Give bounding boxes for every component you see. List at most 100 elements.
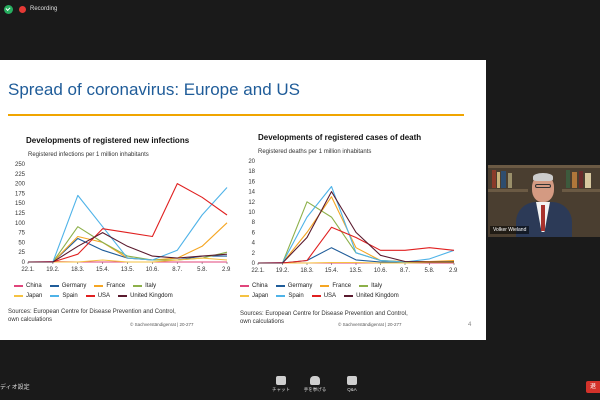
infections-panel-title: Developments of registered new infection… (26, 136, 190, 145)
person-face (532, 175, 554, 202)
leave-button[interactable]: 退 (586, 381, 600, 393)
security-shield-icon[interactable] (4, 4, 13, 14)
legend-label: China (26, 283, 42, 289)
legend-item: France (320, 283, 351, 289)
x-tick-label: 8.7. (172, 267, 182, 273)
legend-swatch (240, 295, 249, 297)
series-line-japan (28, 257, 228, 263)
y-tick-label: 2 (252, 251, 256, 257)
legend-item: Italy (359, 283, 382, 289)
y-tick-label: 50 (18, 240, 25, 246)
infections-sources: Sources: European Centre for Disease Pre… (8, 309, 176, 323)
y-tick-label: 0 (252, 261, 256, 267)
y-tick-label: 14 (248, 190, 255, 196)
legend-item: France (94, 283, 125, 289)
legend-item: Spain (50, 293, 78, 299)
x-tick-label: 5.8. (424, 268, 434, 274)
slide-title: Spread of coronavirus: Europe and US (8, 80, 301, 99)
x-tick-label: 18.3. (71, 267, 85, 273)
y-tick-label: 250 (15, 162, 26, 168)
legend-label: United Kingdom (356, 293, 399, 299)
y-tick-label: 10 (248, 210, 255, 216)
x-tick-label: 22.1. (21, 267, 35, 273)
y-tick-label: 12 (248, 200, 255, 206)
y-tick-label: 0 (22, 260, 26, 266)
page-number: 4 (468, 322, 472, 328)
legend-swatch (49, 285, 59, 287)
series-line-usa (28, 183, 228, 263)
legend-label: Italy (371, 283, 383, 289)
x-tick-label: 22.1. (251, 268, 265, 274)
legend-swatch (320, 285, 330, 287)
legend-label: France (332, 283, 352, 289)
legend-item: United Kingdom (344, 293, 399, 299)
legend-item: Japan (14, 293, 42, 299)
legend-swatch (14, 295, 23, 297)
y-tick-label: 18 (248, 169, 255, 175)
legend-swatch (276, 295, 286, 297)
legend-label: United Kingdom (130, 293, 173, 299)
y-tick-label: 16 (248, 179, 255, 185)
recording-label: Recording (30, 6, 58, 12)
deaths-panel-title: Developments of registered cases of deat… (258, 133, 422, 142)
y-tick-label: 100 (15, 221, 26, 227)
y-tick-label: 225 (15, 172, 26, 178)
title-divider (8, 114, 464, 116)
series-line-spain (258, 185, 455, 264)
legend-item: Italy (133, 283, 156, 289)
raise-hand-button[interactable]: 手を挙げる (300, 376, 330, 393)
x-tick-label: 13.5. (121, 267, 135, 273)
qa-button[interactable]: Q&A (337, 376, 367, 392)
chat-button[interactable]: チャット (266, 376, 296, 393)
legend-row: China Germany France Italy (240, 283, 399, 289)
legend-label: Italy (145, 283, 157, 289)
legend-item: Japan (240, 293, 268, 299)
y-tick-label: 20 (248, 159, 255, 165)
legend-swatch (344, 295, 354, 297)
series-line-japan (258, 261, 454, 264)
legend-swatch (94, 285, 104, 287)
series-line-usa (258, 226, 455, 264)
meeting-toolbar: ディオ設定 チャット 手を挙げる Q&A 退 (0, 375, 600, 400)
legend-swatch (14, 285, 23, 287)
legend-item: USA (85, 293, 110, 299)
participant-video[interactable]: Volker Wieland (488, 165, 600, 237)
legend-label: Germany (61, 283, 87, 289)
y-tick-label: 175 (15, 191, 26, 197)
audio-settings-label[interactable]: ディオ設定 (0, 385, 30, 391)
y-tick-label: 150 (15, 201, 26, 207)
infections-chart: 0 25 50 75 100 125 150 175 200 225 250 22.1. 19.2. 18… (15, 162, 231, 273)
legend-swatch (275, 285, 285, 287)
participant-name: Volker Wieland (490, 226, 530, 234)
legend-item: Germany (275, 283, 312, 289)
series-line-united-kingdom (258, 191, 454, 264)
deaths-credit: © Sachverständigenrat | 20-277 (338, 322, 402, 327)
legend-item: Germany (49, 283, 87, 289)
legend-label: France (106, 283, 126, 289)
x-tick-label: 13.5. (349, 268, 363, 274)
raise-hand-icon (310, 376, 320, 385)
legend-swatch (85, 295, 95, 297)
x-tick-label: 8.7. (400, 268, 410, 274)
y-tick-label: 6 (252, 230, 256, 236)
legend-item: Spain (276, 293, 304, 299)
x-tick-label: 5.8. (197, 267, 207, 273)
legend-swatch (240, 285, 249, 287)
y-tick-label: 8 (252, 220, 256, 226)
legend-label: Spain (62, 293, 78, 299)
deaths-sources: Sources: European Centre for Disease Pre… (240, 311, 408, 325)
y-tick-label: 75 (18, 231, 25, 237)
recording-bar: Recording (0, 0, 600, 18)
chat-icon (276, 376, 286, 385)
legend-row: Japan Spain USA United Kingdom (240, 293, 399, 299)
y-tick-label: 200 (15, 182, 26, 188)
legend-swatch (359, 285, 369, 287)
legend-item: USA (311, 293, 337, 299)
shared-slide: Spread of coronavirus: Europe and US Dev… (0, 60, 486, 340)
recording-icon (19, 5, 26, 13)
legend-label: USA (323, 293, 337, 299)
x-tick-label: 15.4. (325, 268, 339, 274)
y-tick-label: 4 (252, 241, 256, 247)
series-line-spain (28, 187, 228, 263)
